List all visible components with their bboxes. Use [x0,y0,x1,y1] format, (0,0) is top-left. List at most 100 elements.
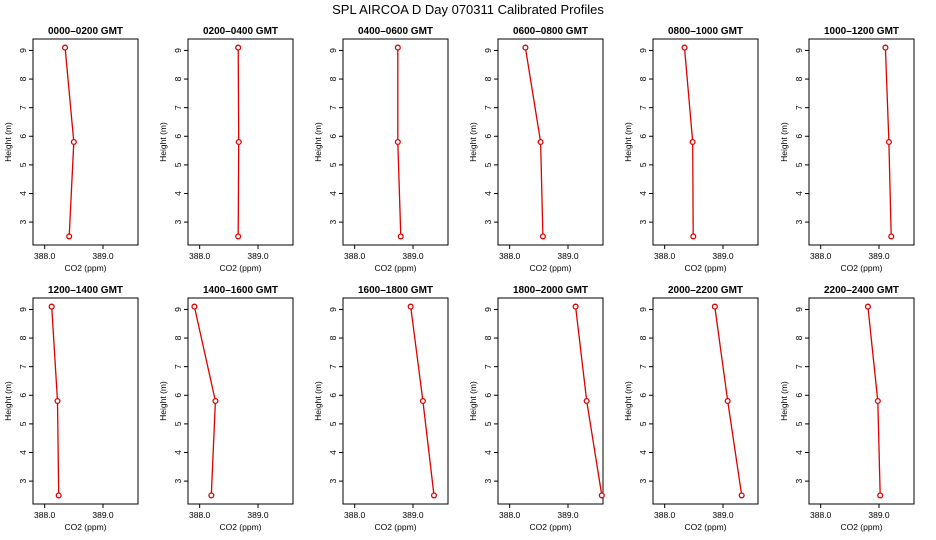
y-tick-label: 9 [794,307,804,312]
data-point [70,138,77,146]
x-tick-label: 388.0 [189,251,211,261]
y-tick-label: 9 [328,307,338,312]
plot-frame [652,297,759,505]
y-tick-label: 6 [173,134,183,139]
panel-title: 1800–2000 GMT [513,285,588,296]
y-tick-label: 8 [18,76,28,81]
y-tick-label: 3 [173,219,183,224]
x-axis-label: CO2 (ppm) [64,263,106,273]
y-tick-label: 9 [638,48,648,53]
data-point [212,397,219,405]
x-tick-label: 388.0 [344,510,366,520]
y-axis-label: Height (m) [313,381,323,421]
y-tick-label: 5 [18,421,28,426]
plot-frame [497,297,604,505]
x-axis-label: CO2 (ppm) [529,263,571,273]
panel-title: 0400–0600 GMT [358,26,433,37]
y-tick-label: 6 [483,134,493,139]
y-axis-label: Height (m) [468,122,478,162]
y-tick-label: 4 [328,450,338,455]
y-tick-label: 8 [638,335,648,340]
panel-title: 1400–1600 GMT [203,285,278,296]
y-tick-label: 5 [483,162,493,167]
data-point [882,44,889,51]
y-axis-label: Height (m) [623,381,633,421]
y-tick-label: 8 [173,76,183,81]
series-line [193,306,217,496]
y-tick-label: 5 [638,162,648,167]
plot-frame [342,297,449,505]
y-tick-label: 3 [638,219,648,224]
panel-title: 0600–0800 GMT [513,26,588,37]
x-axis-label: CO2 (ppm) [684,522,726,532]
x-axis-label: CO2 (ppm) [374,263,416,273]
y-tick-label: 3 [794,478,804,483]
y-axis-label: Height (m) [313,122,323,162]
y-tick-label: 6 [794,393,804,398]
x-axis-label: CO2 (ppm) [684,263,726,273]
x-axis-label: CO2 (ppm) [529,522,571,532]
x-tick-label: 388.0 [654,510,676,520]
data-point [235,138,242,146]
plot-frame [808,38,915,246]
data-point [681,44,688,51]
y-tick-label: 7 [794,105,804,110]
plot-frame [32,38,139,246]
data-point [537,138,544,146]
x-axis-label: CO2 (ppm) [219,522,261,532]
x-tick-label: 389.0 [868,510,890,520]
y-tick-label: 9 [173,48,183,53]
y-tick-label: 7 [794,364,804,369]
y-tick-label: 5 [794,421,804,426]
profile-panel-6: 1000–1200 GMT 388.0 389.0 3 4 5 6 7 8 9 CO2 (ppm) H… [779,26,915,273]
profile-panel-9: 1600–1800 GMT 388.0 389.0 3 4 5 6 7 8 9 CO2 (ppm) H… [313,285,449,532]
profile-panel-1: 0000–0200 GMT 388.0 389.0 3 4 5 6 7 8 9 CO2 (ppm) H… [3,26,139,273]
y-tick-label: 6 [638,393,648,398]
y-tick-label: 6 [328,134,338,139]
y-tick-label: 8 [483,76,493,81]
y-tick-label: 3 [18,478,28,483]
y-tick-label: 7 [173,105,183,110]
data-point [62,44,69,51]
x-tick-label: 389.0 [712,510,734,520]
figure-title: SPL AIRCOA D Day 070311 Calibrated Profi… [332,2,604,17]
plot-frame [32,297,139,505]
x-tick-label: 389.0 [557,510,579,520]
data-point [583,397,590,405]
data-point [407,303,414,310]
y-axis-label: Height (m) [158,122,168,162]
data-point [430,492,438,499]
y-tick-label: 7 [328,364,338,369]
y-tick-label: 7 [18,105,28,110]
y-tick-label: 5 [794,162,804,167]
x-tick-label: 389.0 [92,510,114,520]
y-tick-label: 5 [638,421,648,426]
y-tick-label: 4 [18,450,28,455]
x-tick-label: 389.0 [247,510,269,520]
data-point [885,138,892,146]
x-tick-label: 388.0 [810,510,832,520]
x-axis-label: CO2 (ppm) [840,263,882,273]
y-tick-label: 9 [483,48,493,53]
y-tick-label: 3 [794,219,804,224]
data-point [874,397,881,405]
data-point [690,233,697,240]
profile-panel-12: 2200–2400 GMT 388.0 389.0 3 4 5 6 7 8 9 CO2 (ppm) H… [779,285,915,532]
y-tick-label: 8 [328,335,338,340]
y-tick-label: 4 [794,450,804,455]
y-tick-label: 8 [638,76,648,81]
data-point [66,233,73,240]
x-tick-label: 389.0 [557,251,579,261]
data-point [235,44,242,51]
y-tick-label: 6 [18,134,28,139]
y-tick-label: 3 [638,478,648,483]
data-point [864,303,871,310]
y-tick-label: 4 [794,191,804,196]
plot-frame [808,297,915,505]
y-tick-label: 8 [328,76,338,81]
profile-panel-8: 1400–1600 GMT 388.0 389.0 3 4 5 6 7 8 9 CO2 (ppm) H… [158,285,294,532]
x-tick-label: 388.0 [34,510,56,520]
y-axis-label: Height (m) [3,122,13,162]
y-tick-label: 8 [18,335,28,340]
